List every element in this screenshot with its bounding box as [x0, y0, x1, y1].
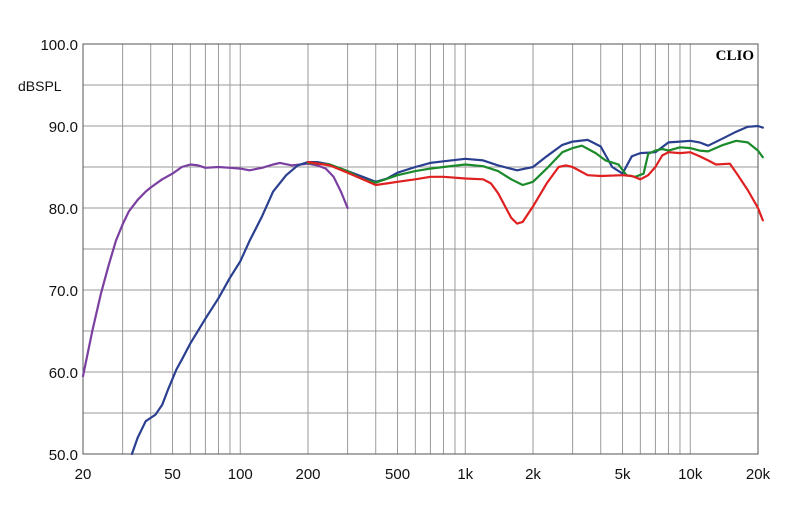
- grid: [83, 44, 758, 454]
- series-line-3: [306, 139, 764, 187]
- x-tick-label: 5k: [615, 466, 631, 483]
- x-tick-label: 200: [295, 466, 320, 483]
- series-group: [81, 124, 764, 456]
- x-tick-label: 1k: [457, 466, 473, 483]
- y-axis-unit-label: dBSPL: [18, 78, 62, 94]
- plot-frame: [82, 43, 759, 455]
- series-line-4: [306, 151, 764, 225]
- y-tick-label: 70.0: [49, 283, 78, 300]
- y-tick-label: 80.0: [49, 201, 78, 218]
- x-tick-label: 100: [228, 466, 253, 483]
- x-tick-label: 10k: [678, 466, 703, 483]
- y-tick-labels: 50.0 60.0 70.0 80.0 90.0 100.0: [40, 37, 78, 464]
- y-tick-label: 60.0: [49, 365, 78, 382]
- y-tick-label: 100.0: [40, 37, 78, 54]
- x-tick-label: 500: [385, 466, 410, 483]
- x-tick-label: 20k: [746, 466, 771, 483]
- x-tick-label: 2k: [525, 466, 541, 483]
- x-tick-label: 50: [164, 466, 181, 483]
- series-line-2: [130, 124, 764, 456]
- clio-brand-label: CLIO: [716, 48, 754, 64]
- y-tick-label: 90.0: [49, 119, 78, 136]
- x-tick-labels: 20 50 100 200 500 1k 2k 5k 10k 20k: [75, 466, 771, 483]
- y-tick-label: 50.0: [49, 447, 78, 464]
- x-tick-label: 20: [75, 466, 92, 483]
